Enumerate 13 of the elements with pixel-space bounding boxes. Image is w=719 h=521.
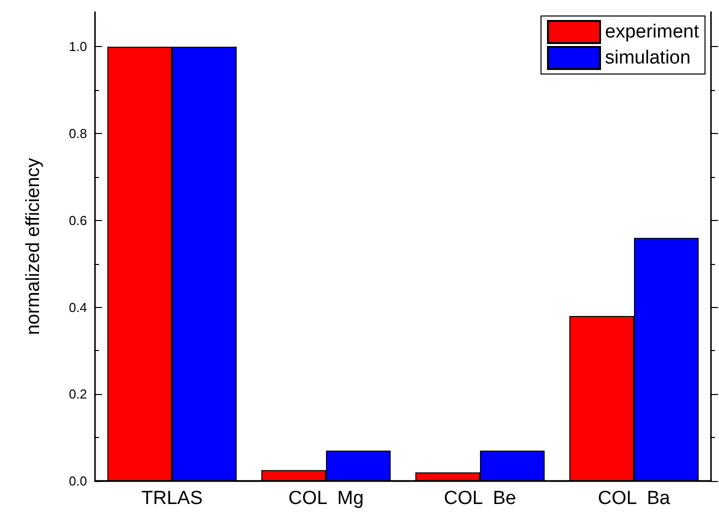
x-tick-label: COL Ba	[598, 488, 671, 509]
legend-label: experiment	[605, 22, 700, 42]
y-tick-label: 0.4	[68, 300, 87, 315]
y-tick-label: 0.8	[68, 126, 87, 142]
y-tick-label: 0.0	[68, 474, 87, 488]
x-tick-label: COL Mg	[288, 488, 364, 509]
legend-label: simulation	[605, 48, 691, 68]
y-tick-label: 0.6	[68, 212, 87, 228]
x-tick-label: COL Be	[444, 488, 516, 509]
y-axis-title: normalized efficiency	[23, 157, 44, 336]
x-tick-label: TRLAS	[141, 488, 203, 509]
y-tick-label: 0.2	[68, 386, 87, 402]
y-tick-label: 1.0	[68, 39, 87, 54]
